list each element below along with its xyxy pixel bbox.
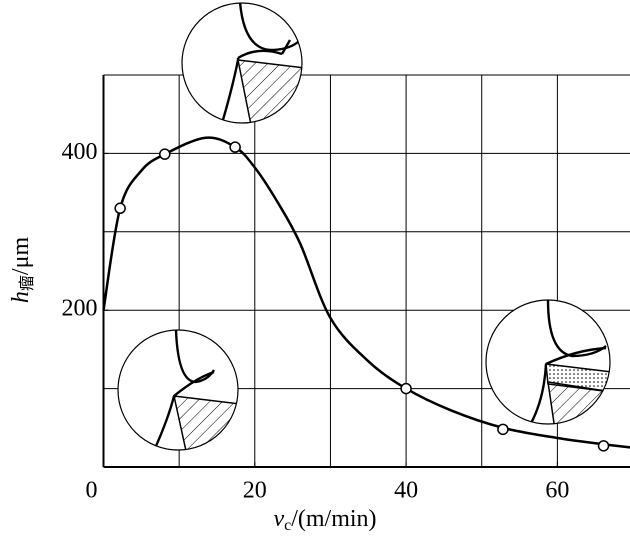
data-point — [114, 202, 126, 215]
y-tick-label: 400 — [62, 139, 98, 165]
curve — [102, 136, 630, 449]
data-point — [400, 382, 412, 395]
y-label-unit: /μm — [8, 237, 34, 276]
y-label-subscript: 瘤 — [18, 275, 36, 291]
inset-top — [181, 2, 303, 124]
x-tick-label: 0 — [86, 478, 98, 504]
data-point — [159, 148, 171, 160]
y-axis-label: h瘤/μm — [8, 237, 36, 304]
y-label-symbol: h — [8, 291, 34, 303]
x-label-subscript: c — [284, 517, 291, 534]
x-tick-label: 60 — [545, 478, 569, 504]
data-point — [597, 440, 610, 452]
x-label-symbol: v — [273, 506, 284, 532]
data-point — [497, 423, 509, 436]
inset-right — [485, 299, 611, 425]
x-axis-label: vc/(m/min) — [273, 506, 376, 534]
y-tick-label: 200 — [62, 296, 98, 322]
inset-left — [117, 329, 239, 451]
x-label-unit: /(m/min) — [291, 506, 376, 532]
x-tick-label: 40 — [394, 478, 418, 504]
x-tick-label: 20 — [243, 478, 267, 504]
data-point — [229, 141, 241, 153]
